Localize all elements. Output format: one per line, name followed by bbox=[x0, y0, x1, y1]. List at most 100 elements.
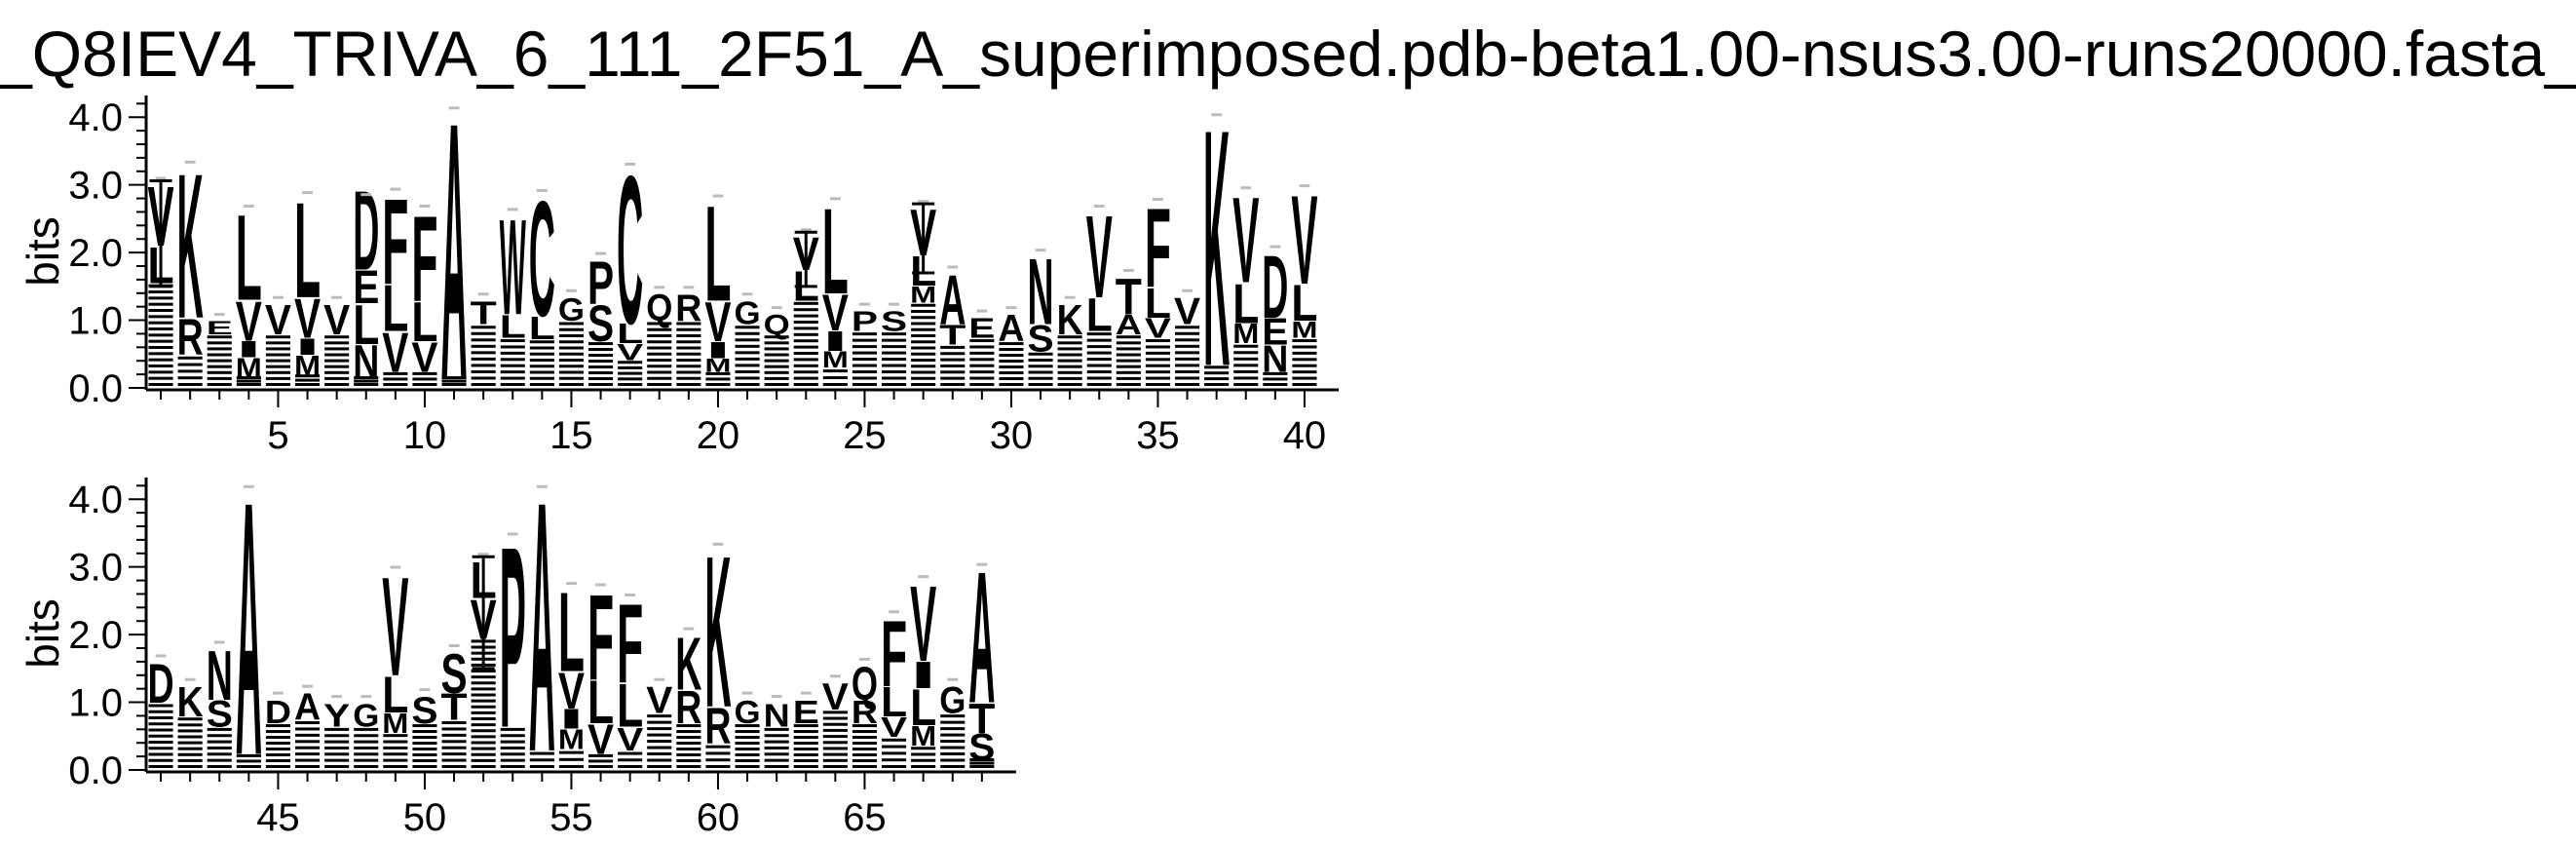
minor-residue-stack bbox=[471, 369, 496, 373]
stack-top-marker bbox=[566, 582, 577, 586]
minor-residue-stack bbox=[1086, 370, 1112, 374]
minor-residue-stack bbox=[1057, 335, 1082, 339]
residue-letter: L bbox=[529, 309, 555, 346]
residue-letter: G bbox=[939, 679, 966, 721]
minor-residue-stack bbox=[735, 724, 760, 728]
residue-letter: K bbox=[675, 621, 701, 705]
stack-top-marker bbox=[213, 313, 225, 317]
residue-letter: Y bbox=[323, 697, 350, 734]
minor-residue-stack bbox=[588, 354, 614, 358]
stack-top-marker bbox=[712, 542, 724, 546]
minor-residue-stack bbox=[1233, 369, 1259, 373]
minor-residue-stack bbox=[793, 345, 818, 349]
minor-residue-stack bbox=[1175, 351, 1200, 355]
minor-residue-stack bbox=[940, 765, 966, 768]
minor-residue-stack bbox=[383, 383, 408, 386]
stack-top-marker bbox=[360, 695, 372, 699]
minor-residue-stack bbox=[735, 376, 760, 380]
minor-residue-stack bbox=[1204, 377, 1230, 381]
minor-residue-stack bbox=[295, 746, 321, 749]
minor-residue-stack bbox=[265, 724, 290, 728]
minor-residue-stack bbox=[383, 371, 408, 375]
minor-residue-stack bbox=[383, 752, 408, 756]
minor-residue-stack bbox=[471, 687, 496, 691]
minor-residue-stack bbox=[500, 740, 525, 744]
stack-top-marker bbox=[918, 200, 929, 204]
minor-residue-stack bbox=[735, 759, 760, 763]
minor-residue-stack bbox=[529, 346, 554, 350]
y-axis-label: bits bbox=[18, 216, 68, 287]
stack-top-marker bbox=[654, 286, 665, 289]
minor-residue-stack bbox=[471, 705, 496, 709]
minor-residue-stack bbox=[911, 370, 936, 374]
minor-residue-stack bbox=[911, 376, 936, 380]
stack-top-marker bbox=[390, 565, 401, 569]
stack-top-marker bbox=[889, 610, 899, 614]
minor-residue-stack bbox=[1057, 347, 1082, 351]
minor-residue-stack bbox=[911, 346, 936, 350]
minor-residue-stack bbox=[148, 752, 173, 756]
minor-residue-stack bbox=[764, 752, 789, 756]
minor-residue-stack bbox=[471, 758, 496, 762]
minor-residue-stack bbox=[1292, 351, 1317, 355]
residue-letter: L bbox=[822, 183, 849, 320]
minor-residue-stack bbox=[647, 383, 672, 386]
stack-top-marker bbox=[595, 583, 606, 587]
minor-residue-stack bbox=[529, 765, 554, 768]
residue-letter: R bbox=[177, 308, 204, 365]
minor-residue-stack bbox=[207, 746, 232, 749]
stack-top-marker bbox=[419, 688, 431, 692]
x-tick-label: 5 bbox=[267, 414, 288, 457]
minor-residue-stack bbox=[882, 338, 907, 342]
minor-residue-stack bbox=[676, 359, 701, 362]
residue-letter: D bbox=[265, 693, 291, 730]
minor-residue-stack bbox=[969, 376, 995, 380]
minor-residue-stack bbox=[148, 290, 173, 294]
minor-residue-stack bbox=[324, 341, 350, 345]
minor-residue-stack bbox=[441, 765, 467, 768]
residue-letter: V bbox=[558, 662, 585, 719]
minor-residue-stack bbox=[354, 740, 379, 744]
chart-title-text: _Q8IEV4_TRIVA_6_111_2F51_A_superimposed.… bbox=[0, 18, 2576, 90]
stack-top-marker bbox=[829, 197, 841, 201]
minor-residue-stack bbox=[793, 308, 818, 312]
minor-residue-stack bbox=[500, 758, 525, 762]
minor-residue-stack bbox=[207, 740, 232, 744]
minor-residue-stack bbox=[1116, 353, 1141, 357]
minor-residue-stack bbox=[735, 326, 760, 329]
residue-letter: L bbox=[617, 671, 643, 740]
minor-residue-stack bbox=[441, 746, 467, 749]
residue-letter: E bbox=[1262, 311, 1288, 353]
residue-letter: S bbox=[1027, 318, 1053, 360]
minor-residue-stack bbox=[148, 722, 173, 726]
minor-residue-stack bbox=[1292, 364, 1317, 367]
minor-residue-stack bbox=[148, 758, 173, 762]
minor-residue-stack bbox=[940, 720, 966, 724]
residue-letter: T bbox=[471, 294, 497, 331]
minor-residue-stack bbox=[793, 358, 818, 362]
stack-top-marker bbox=[302, 684, 313, 688]
minor-residue-stack bbox=[1057, 370, 1082, 374]
minor-residue-stack bbox=[1175, 326, 1200, 329]
minor-residue-stack bbox=[148, 358, 173, 362]
minor-residue-stack bbox=[588, 383, 614, 386]
minor-residue-stack bbox=[1292, 370, 1317, 374]
minor-residue-stack bbox=[148, 339, 173, 343]
minor-residue-stack bbox=[882, 383, 907, 386]
minor-residue-stack bbox=[822, 383, 848, 386]
minor-residue-stack bbox=[676, 765, 701, 768]
stack-top-marker bbox=[947, 265, 959, 269]
stack-top-marker bbox=[507, 532, 518, 536]
minor-residue-stack bbox=[676, 334, 701, 337]
minor-residue-stack bbox=[529, 365, 554, 368]
residue-letter: I bbox=[558, 703, 585, 735]
residue-letter: K bbox=[177, 678, 204, 725]
stack-top-marker bbox=[331, 695, 343, 699]
residue-letter: M bbox=[382, 707, 408, 739]
minor-residue-stack bbox=[911, 359, 936, 362]
minor-residue-stack bbox=[705, 377, 731, 381]
minor-residue-stack bbox=[705, 371, 731, 375]
minor-residue-stack bbox=[295, 374, 321, 378]
minor-residue-stack bbox=[1292, 383, 1317, 386]
minor-residue-stack bbox=[969, 370, 995, 374]
